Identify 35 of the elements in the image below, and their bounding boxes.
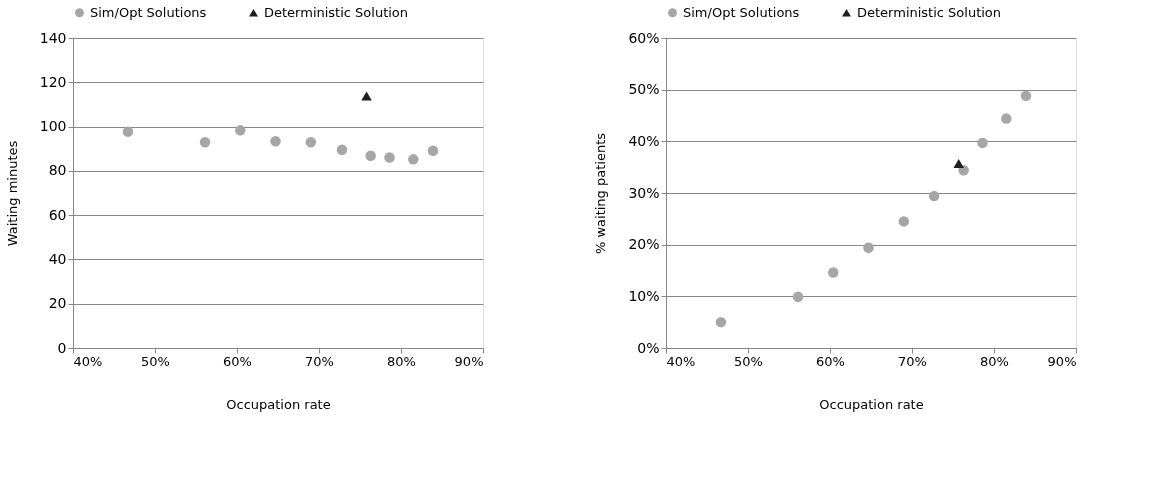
x-tick-label: 50%	[734, 353, 763, 369]
y-tick-label: 40	[48, 250, 67, 267]
y-axis-title: Waiting minutes	[4, 140, 20, 247]
x-tick-label: 40%	[666, 353, 696, 369]
x-axis-title: Occupation rate	[819, 396, 924, 412]
x-axis-title: Occupation rate	[226, 396, 331, 412]
legend-label: Deterministic Solution	[857, 4, 1002, 20]
x-tick-label: 90%	[454, 353, 484, 369]
y-tick-label: 120	[39, 73, 67, 90]
x-tick-label: 50%	[141, 353, 170, 369]
y-tick-label: 50%	[628, 81, 660, 98]
y-tick-label: 20%	[628, 236, 660, 253]
y-tick-label: 80	[48, 162, 67, 179]
x-tick-label: 40%	[73, 353, 103, 369]
y-axis-title: % waiting patients	[593, 132, 609, 255]
y-tick-label: 10%	[628, 287, 660, 304]
legend-label: Sim/Opt Solutions	[683, 4, 800, 20]
y-tick-label: 40%	[628, 132, 660, 149]
y-tick-label: 60%	[628, 29, 660, 46]
y-tick-label: 60	[48, 206, 67, 223]
y-tick-label: 0	[57, 339, 67, 356]
y-tick-label: 20	[48, 295, 67, 312]
y-tick-label: 0%	[637, 339, 660, 356]
y-tick-label: 100	[39, 118, 67, 135]
x-tick-label: 80%	[980, 353, 1009, 369]
x-tick-label: 60%	[223, 353, 252, 369]
legend-label: Sim/Opt Solutions	[90, 4, 207, 20]
x-tick-label: 70%	[305, 353, 334, 369]
y-tick-label: 30%	[628, 184, 660, 201]
y-tick-label: 140	[39, 29, 67, 46]
x-tick-label: 90%	[1047, 353, 1077, 369]
x-tick-label: 70%	[898, 353, 927, 369]
legend-label: Deterministic Solution	[264, 4, 409, 20]
x-tick-label: 80%	[387, 353, 416, 369]
x-tick-label: 60%	[816, 353, 845, 369]
